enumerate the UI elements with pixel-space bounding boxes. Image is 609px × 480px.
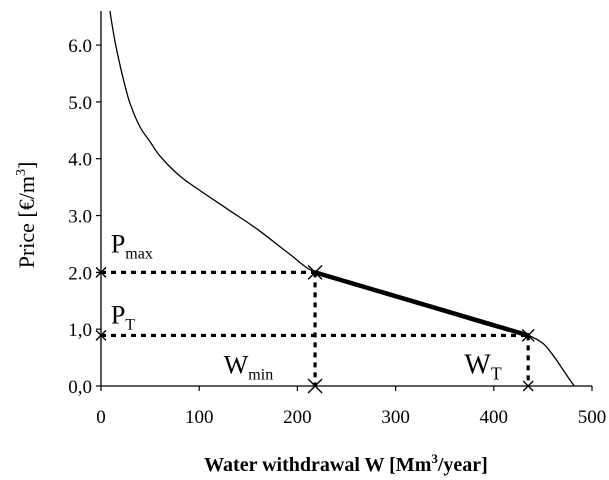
annotation-label: Pmax (111, 229, 153, 262)
x-axis-title: Water withdrawal W [Mm3/year] (204, 451, 488, 476)
annotation-label: WT (464, 350, 501, 384)
annotation-label: Wmin (224, 351, 273, 384)
x-axis-title-main: Water withdrawal W [Mm (204, 454, 432, 476)
y-tick-label: 5.0 (68, 93, 92, 114)
y-tick-label: 0,0 (68, 377, 92, 398)
x-tick-label: 300 (381, 407, 410, 428)
x-tick-label: 500 (578, 407, 607, 428)
annotation-base: W (224, 351, 249, 380)
pmax-axis-marker (95, 266, 107, 278)
plot-area: 0,0 1,0 2.0 3.0 4.0 5.0 6.0 0 100 200 300 400 500 Pma… (68, 11, 607, 428)
y-tick-label: 4.0 (68, 150, 92, 171)
y-tick-label: 2.0 (68, 263, 92, 284)
x-axis-title-sup: 3 (431, 451, 438, 466)
y-axis-title-sup: 3 (14, 169, 29, 176)
annotation-subscript: T (491, 364, 502, 384)
demand-curve-line (109, 11, 575, 387)
y-axis-title-post: ] (14, 162, 39, 169)
x-axis-title-post: /year] (437, 454, 488, 476)
y-tick-label: 1,0 (68, 320, 92, 341)
tariff-segment-line (312, 270, 531, 338)
y-tick-label: 3.0 (68, 207, 92, 228)
y-tick-label: 6.0 (68, 36, 92, 57)
annotation-base: W (464, 350, 491, 381)
x-tick-label: 400 (480, 407, 509, 428)
wt-axis-marker (522, 380, 534, 392)
x-tick-label: 200 (283, 407, 312, 428)
wt-pt-marker (521, 328, 535, 342)
y-axis-title: Price [€/m3] (14, 162, 39, 269)
wmin-pmax-marker (307, 264, 323, 280)
x-tick-label: 100 (185, 407, 214, 428)
annotation-base: P (111, 229, 125, 258)
y-axis-title-main: Price [€/m (14, 176, 39, 268)
wmin-axis-marker (307, 378, 323, 394)
annotation-base: P (111, 301, 125, 330)
annotation-subscript: max (125, 245, 153, 262)
pt-axis-marker (95, 329, 107, 341)
annotation-subscript: min (248, 367, 273, 384)
annotation-subscript: T (125, 317, 135, 334)
x-tick-label: 0 (96, 407, 106, 428)
annotation-label: PT (111, 301, 135, 334)
